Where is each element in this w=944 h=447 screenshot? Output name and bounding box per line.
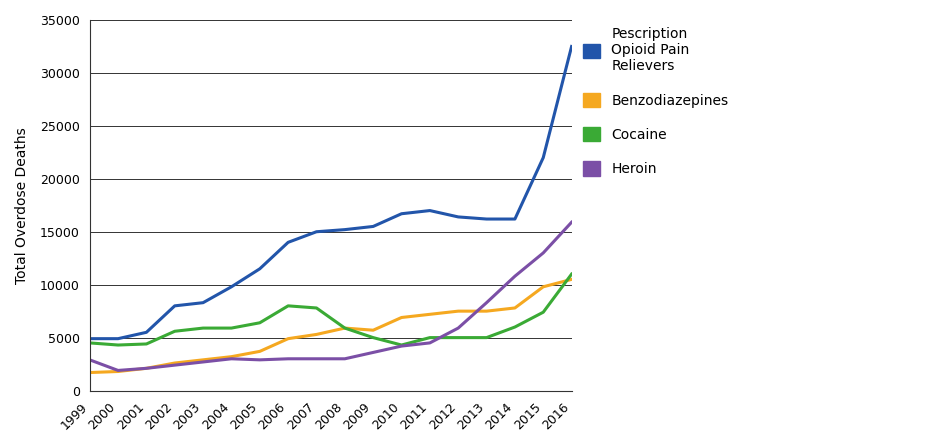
Legend: Pescription
Opioid Pain
Relievers, Benzodiazepines, Cocaine, Heroin: Pescription Opioid Pain Relievers, Benzo… xyxy=(583,27,728,176)
Y-axis label: Total Overdose Deaths: Total Overdose Deaths xyxy=(15,127,29,284)
